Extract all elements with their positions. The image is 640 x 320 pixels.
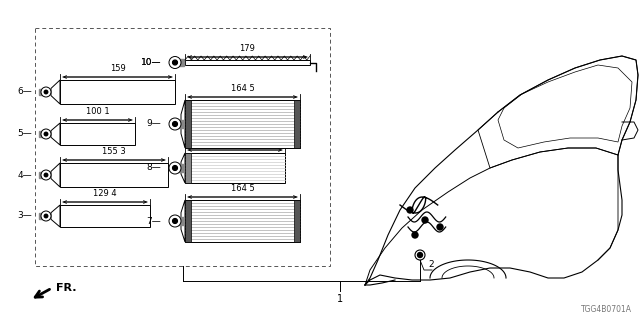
Polygon shape xyxy=(181,100,185,148)
Circle shape xyxy=(169,57,181,68)
Polygon shape xyxy=(181,153,185,183)
Text: 2: 2 xyxy=(428,260,434,269)
Text: 3—: 3— xyxy=(17,212,32,220)
Text: 7—: 7— xyxy=(147,217,161,226)
Circle shape xyxy=(44,132,48,136)
Text: 164 5: 164 5 xyxy=(230,84,254,93)
Circle shape xyxy=(173,166,177,170)
Bar xyxy=(38,131,45,137)
Bar xyxy=(178,164,184,172)
Text: 4—: 4— xyxy=(17,171,32,180)
Text: 140 3: 140 3 xyxy=(223,137,247,146)
Circle shape xyxy=(44,90,48,94)
Circle shape xyxy=(173,60,177,65)
Circle shape xyxy=(417,252,422,258)
Bar xyxy=(178,59,184,66)
Text: 1: 1 xyxy=(337,294,343,304)
Bar xyxy=(38,213,45,219)
Bar xyxy=(185,100,191,148)
Text: TGG4B0701A: TGG4B0701A xyxy=(581,305,632,314)
Bar xyxy=(185,100,300,148)
Circle shape xyxy=(41,170,51,180)
Circle shape xyxy=(44,214,48,218)
Circle shape xyxy=(44,173,48,177)
Text: 6—: 6— xyxy=(17,87,32,97)
Text: 164 5: 164 5 xyxy=(230,184,254,193)
Circle shape xyxy=(169,118,181,130)
Text: 100 1: 100 1 xyxy=(86,107,109,116)
Polygon shape xyxy=(181,200,185,242)
Bar xyxy=(294,100,300,148)
Circle shape xyxy=(422,217,428,223)
Text: 129 4: 129 4 xyxy=(93,189,117,198)
Circle shape xyxy=(169,215,181,227)
Bar xyxy=(178,217,184,225)
Polygon shape xyxy=(51,163,60,187)
Bar xyxy=(60,163,168,187)
Text: 159: 159 xyxy=(109,64,125,73)
Circle shape xyxy=(415,250,425,260)
Circle shape xyxy=(169,162,181,174)
Text: FR.: FR. xyxy=(56,283,77,293)
Text: 179: 179 xyxy=(239,44,255,53)
Bar xyxy=(60,80,175,104)
Circle shape xyxy=(41,129,51,139)
Polygon shape xyxy=(51,205,60,227)
Circle shape xyxy=(41,87,51,97)
Bar xyxy=(35,28,330,266)
Circle shape xyxy=(407,207,413,213)
Text: 9—: 9— xyxy=(147,119,161,129)
Bar xyxy=(60,123,135,145)
Bar xyxy=(185,60,310,65)
Circle shape xyxy=(412,232,418,238)
Bar xyxy=(178,120,184,128)
Bar xyxy=(38,89,45,95)
Circle shape xyxy=(173,219,177,223)
Text: 155 3: 155 3 xyxy=(102,147,126,156)
Bar xyxy=(60,205,150,227)
Circle shape xyxy=(437,224,443,230)
Text: 10—: 10— xyxy=(141,58,161,67)
Bar xyxy=(185,200,300,242)
Circle shape xyxy=(173,122,177,126)
Bar xyxy=(38,172,45,178)
Circle shape xyxy=(41,211,51,221)
Polygon shape xyxy=(51,80,60,104)
Text: 10—: 10— xyxy=(141,58,161,67)
Bar xyxy=(185,200,191,242)
Text: 8—: 8— xyxy=(147,164,161,172)
Bar xyxy=(185,153,285,183)
Bar xyxy=(185,153,191,183)
Text: 5—: 5— xyxy=(17,130,32,139)
Bar xyxy=(294,200,300,242)
Polygon shape xyxy=(51,123,60,145)
